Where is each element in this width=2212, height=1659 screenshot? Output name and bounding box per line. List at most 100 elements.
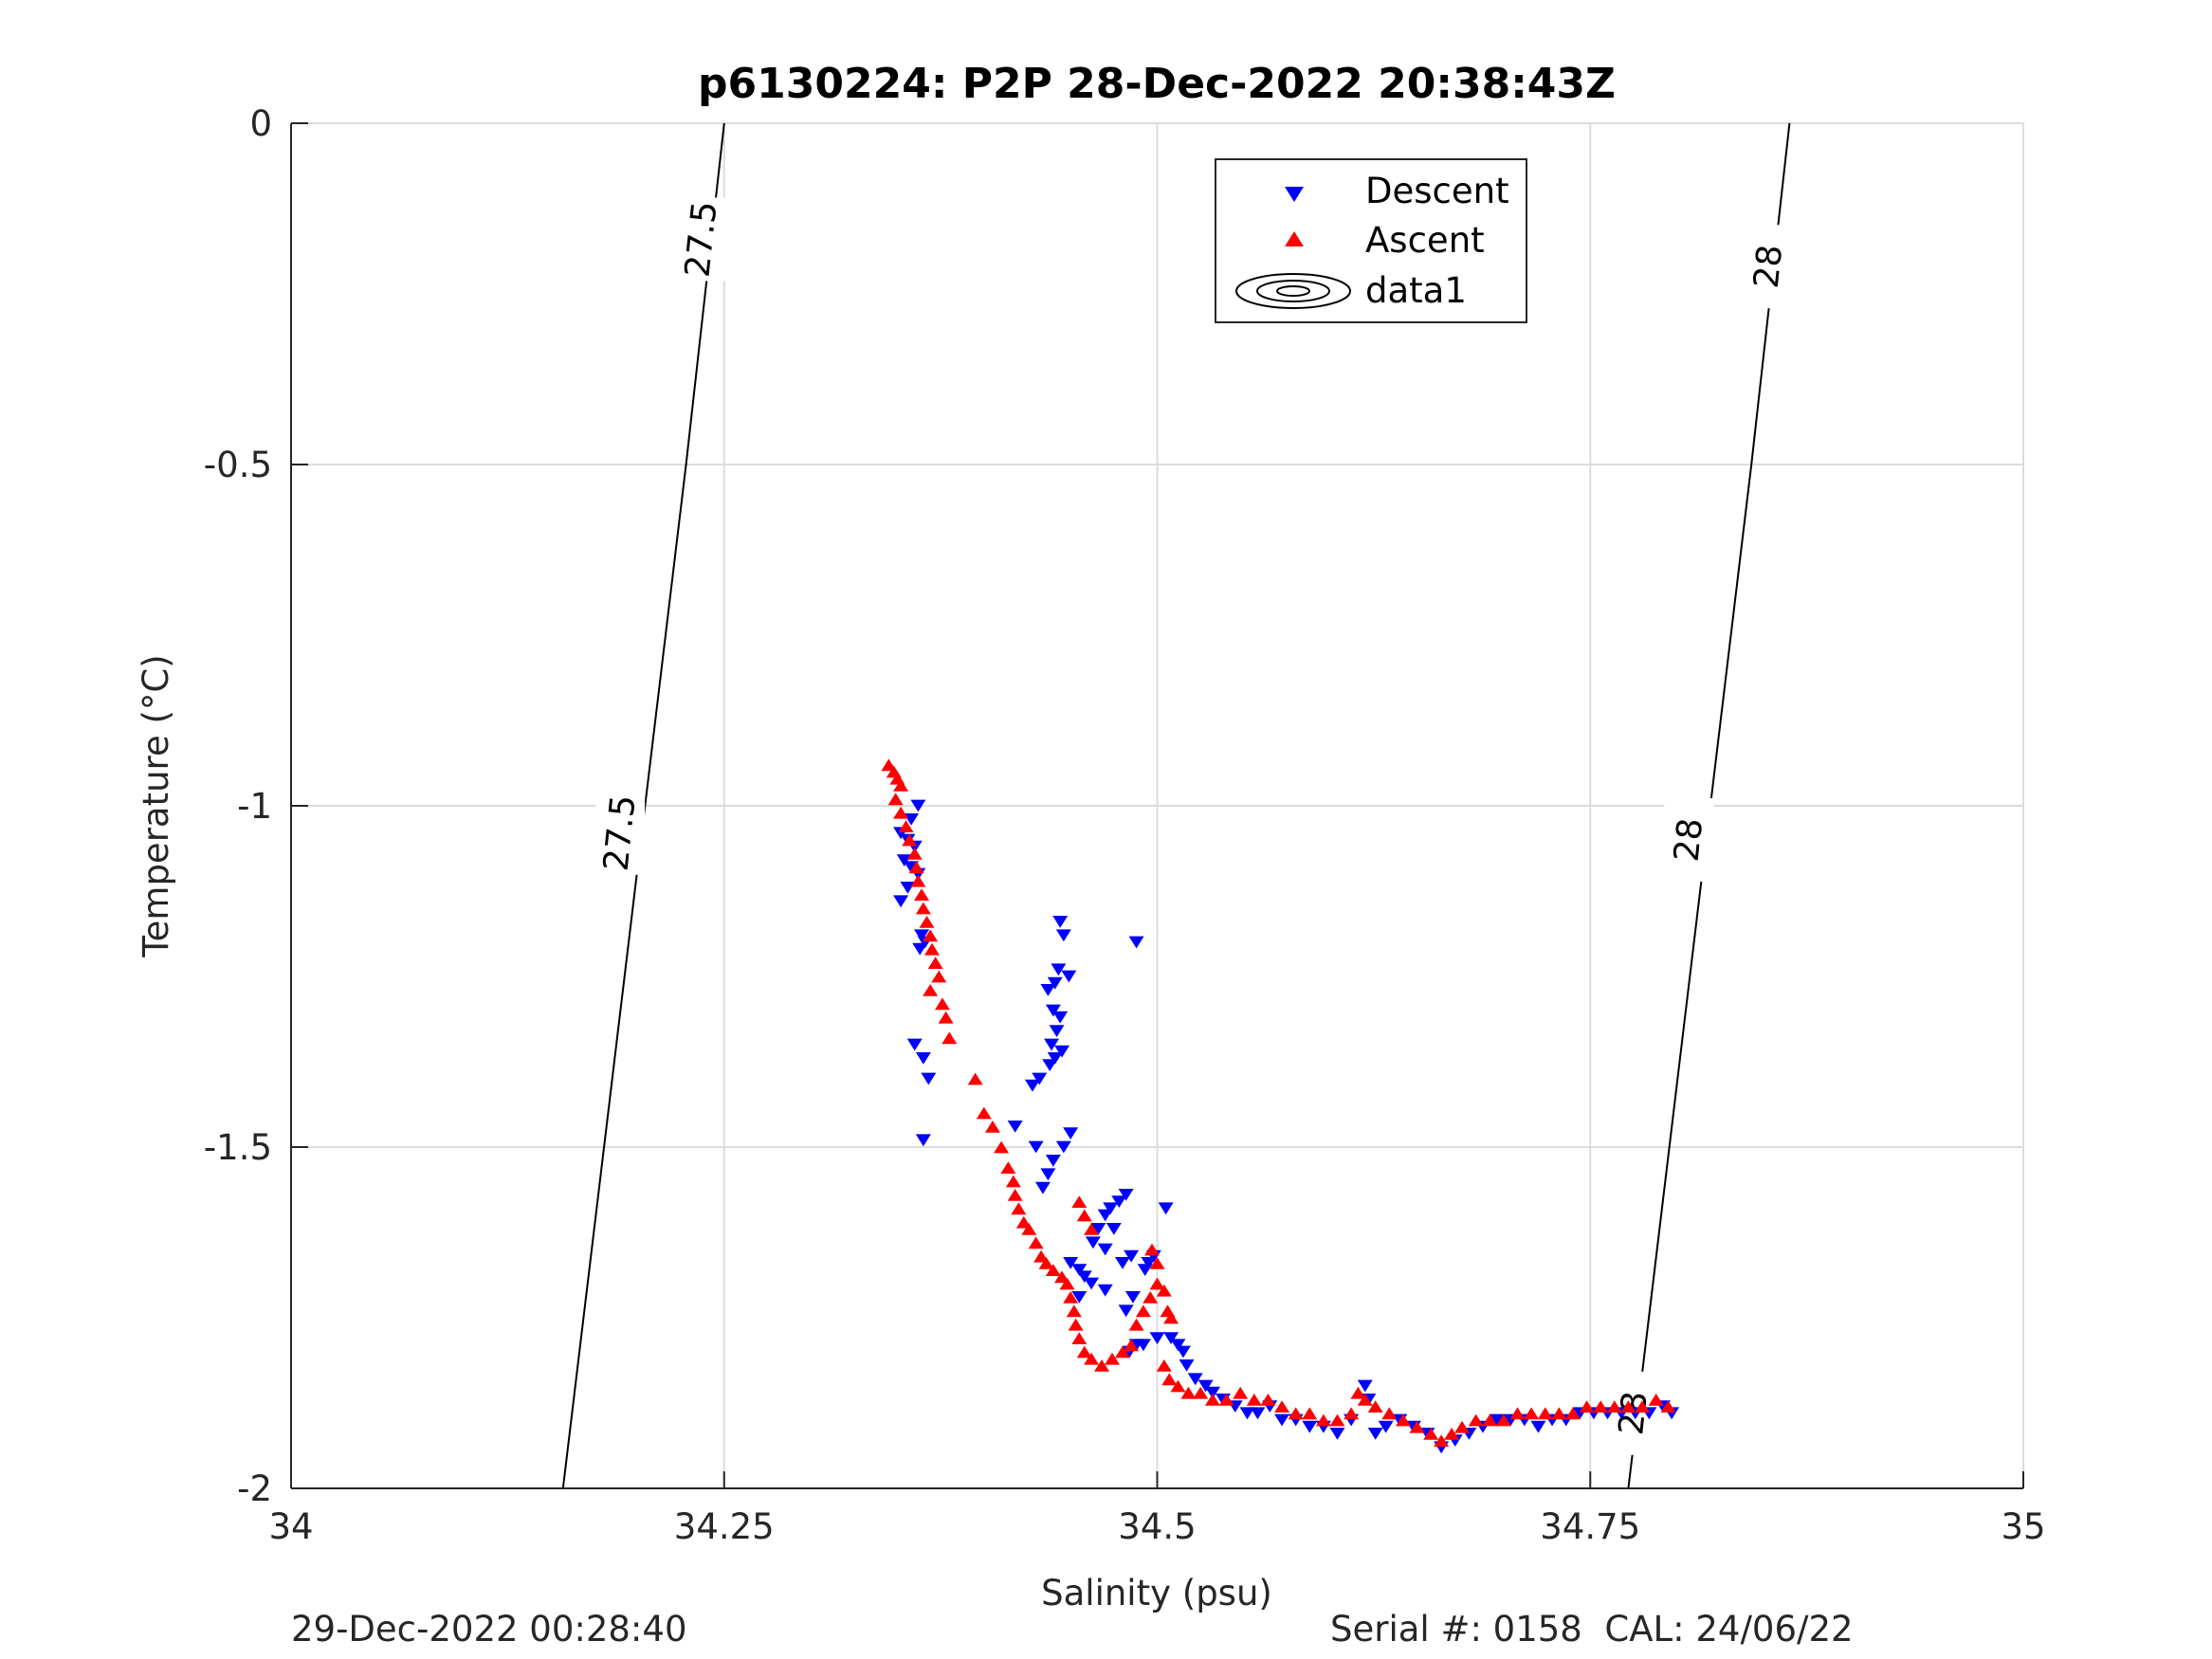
legend-box — [1215, 158, 1527, 323]
footer-timestamp: 29-Dec-2022 00:28:40 — [291, 1609, 687, 1650]
descent-point — [1367, 1428, 1383, 1440]
ascent-point — [927, 957, 943, 969]
ascent-point — [923, 942, 940, 956]
ascent-point — [1149, 1257, 1165, 1269]
contour-legend-icon — [1235, 273, 1351, 309]
ascent-point — [1084, 1352, 1100, 1365]
descent-point — [1141, 1257, 1157, 1269]
descent-point — [1063, 1257, 1079, 1269]
ascent-point — [1409, 1420, 1425, 1433]
descent-point — [1055, 929, 1071, 942]
ascent-point — [1329, 1413, 1345, 1427]
descent-point — [1097, 1284, 1113, 1297]
y-axis-label: Temperature (°C) — [136, 654, 176, 957]
ascent-point — [1076, 1209, 1092, 1222]
descent-point — [1034, 1181, 1051, 1194]
descent-point — [1047, 976, 1063, 990]
ascent-point — [1454, 1420, 1471, 1433]
x-tick-label: 34.5 — [1118, 1506, 1196, 1547]
ascent-point — [1274, 1400, 1290, 1413]
ascent-point — [1071, 1195, 1088, 1208]
ascent-point — [1011, 1202, 1027, 1215]
ascent-point — [1135, 1304, 1151, 1318]
descent-point — [1250, 1407, 1266, 1420]
ascent-point — [1381, 1407, 1398, 1420]
descent-point — [1044, 1038, 1060, 1051]
descent-point — [1055, 1140, 1071, 1154]
descent-point — [1128, 936, 1144, 949]
ascent-point — [1193, 1386, 1209, 1399]
y-tick-label: -2 — [237, 1468, 272, 1509]
ascent-point — [1509, 1407, 1526, 1420]
descent-point — [1040, 984, 1056, 996]
ascent-point — [1495, 1413, 1511, 1427]
descent-point — [1085, 1236, 1101, 1249]
ascent-point — [1143, 1291, 1159, 1304]
ascent-point — [1660, 1400, 1676, 1413]
ascent-point — [1007, 1189, 1023, 1201]
ascent-point — [1161, 1373, 1178, 1386]
ascent-legend-marker-icon — [1285, 231, 1304, 246]
descent-point — [904, 813, 920, 826]
descent-point — [1097, 1209, 1113, 1222]
descent-point — [1137, 1264, 1153, 1276]
descent-point — [1084, 1277, 1100, 1290]
descent-point — [1028, 1140, 1044, 1154]
descent-point — [1378, 1420, 1394, 1433]
density-contours: 27.527.5282828 — [561, 122, 1794, 1489]
ascent-point — [1156, 1284, 1172, 1297]
ascent-point — [914, 888, 930, 901]
descent-point — [1045, 1004, 1061, 1017]
ascent-point — [1144, 1243, 1161, 1256]
ascent-point — [919, 916, 935, 928]
descent-point — [1063, 1127, 1079, 1139]
descent-point — [915, 1134, 931, 1147]
ascent-point — [1551, 1407, 1567, 1420]
contour-label-background — [1664, 798, 1714, 882]
descent-point — [1045, 1155, 1061, 1167]
ascent-point — [1059, 1277, 1075, 1290]
ascent-point — [1260, 1394, 1276, 1406]
descent-point — [1106, 1223, 1122, 1235]
legend-ascent-label: Ascent — [1365, 220, 1485, 261]
descent-point — [1187, 1373, 1203, 1386]
descent-point — [1051, 963, 1067, 976]
ascent-point — [1423, 1428, 1439, 1440]
ascent-point — [887, 793, 904, 806]
ascent-point — [1606, 1400, 1622, 1413]
descent-point — [1239, 1407, 1255, 1420]
descent-point — [910, 799, 926, 812]
ascent-point — [1128, 1318, 1144, 1331]
descent-point — [1158, 1202, 1174, 1215]
descent-point — [1530, 1420, 1546, 1433]
footer-serial-calibration: Serial #: 0158 CAL: 24/06/22 — [1330, 1609, 1854, 1650]
ascent-point — [1180, 1386, 1197, 1399]
descent-point — [1118, 1189, 1134, 1201]
ascent-point — [1163, 1311, 1179, 1324]
y-tick-label: -0.5 — [204, 445, 272, 485]
descent-point — [1274, 1413, 1290, 1427]
ascent-point — [976, 1106, 992, 1120]
chart-title: p6130224: P2P 28-Dec-2022 20:38:43Z — [698, 60, 1616, 108]
descent-point — [1175, 1345, 1191, 1358]
ascent-point — [1288, 1407, 1304, 1420]
ascent-point — [1045, 1264, 1061, 1276]
ascent-point — [1076, 1345, 1092, 1358]
descent-point — [1197, 1379, 1214, 1393]
ascent-point — [1434, 1434, 1450, 1447]
ascent-point — [1156, 1359, 1172, 1372]
ascent-point — [1468, 1413, 1484, 1427]
descent-point — [1149, 1332, 1165, 1344]
ascent-point — [938, 1011, 954, 1024]
descent-point — [1007, 1121, 1023, 1133]
ascent-point — [1104, 1352, 1120, 1365]
ascent-point — [910, 874, 926, 887]
ascent-point — [1350, 1386, 1366, 1399]
y-tick-label: 0 — [249, 103, 272, 144]
data-markers — [881, 758, 1680, 1454]
ascent-point — [1028, 1236, 1044, 1249]
descent-point — [1357, 1379, 1373, 1393]
descent-point — [1052, 1011, 1069, 1024]
ascent-point — [923, 929, 939, 942]
ascent-point — [1537, 1407, 1553, 1420]
